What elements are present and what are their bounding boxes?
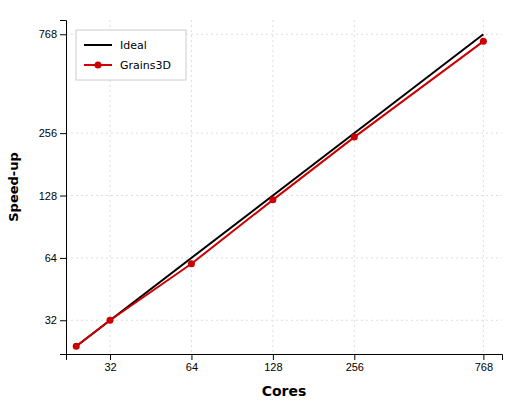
y-tick-label: 128 — [39, 190, 57, 202]
legend-swatch — [84, 44, 112, 46]
y-tick-mark — [60, 196, 66, 197]
grid-line-y — [66, 195, 502, 196]
x-tick-label: 64 — [186, 361, 198, 373]
x-tick-mark — [191, 354, 192, 360]
legend-box — [76, 30, 186, 80]
y-tick-mark — [60, 320, 66, 321]
series-point — [351, 134, 358, 141]
x-tick-mark — [483, 354, 484, 360]
legend-label: Grains3D — [120, 59, 171, 72]
y-tick: 32 — [45, 314, 66, 326]
series-point — [269, 196, 276, 203]
series-point — [107, 317, 114, 324]
series-point — [73, 343, 80, 350]
x-tick-mark — [110, 354, 111, 360]
y-tick-label: 64 — [45, 252, 57, 264]
y-tick-label: 768 — [39, 28, 57, 40]
x-tick-label: 32 — [104, 361, 116, 373]
series-line — [76, 34, 483, 346]
x-axis: 32 64 128 256 768 — [67, 354, 503, 373]
y-tick: 768 — [39, 28, 66, 40]
x-tick: 768 — [475, 354, 493, 373]
x-tick-label: 256 — [346, 361, 364, 373]
grid-line-x — [272, 20, 273, 354]
legend-label: Ideal — [120, 39, 147, 52]
y-tick-label: 32 — [45, 314, 57, 326]
y-tick-mark — [60, 133, 66, 134]
grid-line-y — [66, 257, 502, 258]
y-tick: 64 — [45, 252, 66, 264]
marks — [73, 34, 487, 349]
chart: 32 64 128 256 768 32 64 128 256 768 Ideal Grains3D C… — [0, 0, 526, 408]
x-tick-label: 128 — [264, 361, 282, 373]
y-axis-line — [60, 21, 67, 355]
plot: 32 64 128 256 768 32 64 128 256 768 Ideal Grains3D — [39, 20, 503, 373]
grid-line-x — [191, 20, 192, 354]
series-point — [480, 38, 487, 45]
y-tick: 128 — [39, 190, 66, 202]
x-axis-line — [67, 355, 503, 361]
y-tick-mark — [60, 258, 66, 259]
y-tick-mark — [60, 34, 66, 35]
grid — [66, 20, 502, 354]
legend: Ideal Grains3D — [76, 30, 186, 80]
x-tick: 32 — [104, 354, 116, 373]
grid-line-x — [483, 20, 484, 354]
x-tick: 128 — [264, 354, 282, 373]
grid-line-y — [66, 320, 502, 321]
legend-marker — [95, 62, 102, 69]
y-tick-label: 256 — [39, 127, 57, 139]
x-axis-title: Cores — [262, 383, 307, 399]
grid-line-y — [66, 133, 502, 134]
x-tick-mark — [273, 354, 274, 360]
series-point — [188, 260, 195, 267]
series-line — [76, 41, 483, 346]
x-tick: 256 — [346, 354, 364, 373]
y-axis-title: Speed-up — [6, 152, 21, 222]
x-tick: 64 — [186, 354, 198, 373]
y-tick: 256 — [39, 127, 66, 139]
x-tick-label: 768 — [475, 361, 493, 373]
x-tick-mark — [354, 354, 355, 360]
grid-line-x — [354, 20, 355, 354]
y-axis: 32 64 128 256 768 — [39, 21, 67, 355]
